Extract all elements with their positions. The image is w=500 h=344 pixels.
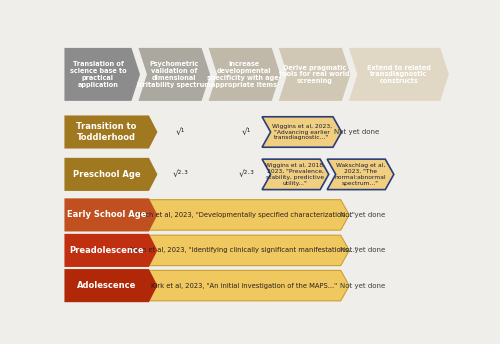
- Text: Translation of
science base to
practical
application: Translation of science base to practical…: [70, 61, 126, 87]
- Text: Not yet done: Not yet done: [340, 247, 386, 254]
- Polygon shape: [138, 270, 349, 301]
- Polygon shape: [138, 235, 349, 266]
- Polygon shape: [262, 117, 342, 147]
- Polygon shape: [138, 200, 349, 230]
- Polygon shape: [64, 198, 158, 232]
- Text: Wakschlag et al,
2023, "The
normal:abnormal
spectrum...": Wakschlag et al, 2023, "The normal:abnor…: [334, 163, 386, 185]
- Text: √²·³: √²·³: [238, 170, 254, 179]
- Polygon shape: [64, 269, 158, 302]
- Text: Not yet done: Not yet done: [340, 212, 386, 218]
- Text: Kirk et al, 2023, "An initial investigation of the MAPS...": Kirk et al, 2023, "An initial investigat…: [150, 283, 336, 289]
- Text: Derive pragmatic
tools for real world
screening: Derive pragmatic tools for real world sc…: [280, 65, 350, 84]
- Text: Not yet done: Not yet done: [334, 129, 380, 135]
- Text: Alam et al, 2023, "Identifying clinically significant manifestations...": Alam et al, 2023, "Identifying clinicall…: [129, 247, 358, 254]
- Polygon shape: [349, 48, 449, 101]
- Polygon shape: [327, 159, 394, 190]
- Polygon shape: [64, 48, 140, 101]
- Polygon shape: [64, 158, 158, 191]
- Text: Preadolescence: Preadolescence: [70, 246, 144, 255]
- Polygon shape: [64, 234, 158, 267]
- Text: Increase
developmental
specificity with age-
appropriate items: Increase developmental specificity with …: [207, 61, 282, 87]
- Text: Psychometric
validation of
dimensional
irritability spectrum: Psychometric validation of dimensional i…: [138, 61, 212, 87]
- Text: Early School Age: Early School Age: [67, 211, 146, 219]
- Text: Transition to
Toddlerhood: Transition to Toddlerhood: [76, 122, 137, 142]
- Text: √¹: √¹: [242, 128, 252, 137]
- Text: Adolescence: Adolescence: [77, 281, 136, 290]
- Polygon shape: [138, 48, 210, 101]
- Text: Wiggins et al, 2018,
2023, "Prevalence,
stability, predictive
utility...": Wiggins et al, 2018, 2023, "Prevalence, …: [266, 163, 326, 185]
- Text: Preschool Age: Preschool Age: [73, 170, 140, 179]
- Polygon shape: [262, 159, 328, 190]
- Text: Hirsch et al, 2023, "Developmentally specified characterization...": Hirsch et al, 2023, "Developmentally spe…: [132, 212, 355, 218]
- Text: Extend to related
transdiagnostic
constructs: Extend to related transdiagnostic constr…: [367, 65, 431, 84]
- Text: Wiggins et al, 2023,
"Advancing earlier
transdiagnostic...": Wiggins et al, 2023, "Advancing earlier …: [272, 124, 332, 140]
- Text: √²·³: √²·³: [173, 170, 188, 179]
- Text: Not yet done: Not yet done: [340, 283, 386, 289]
- Polygon shape: [64, 116, 158, 149]
- Polygon shape: [208, 48, 281, 101]
- Text: √¹: √¹: [176, 128, 186, 137]
- Polygon shape: [278, 48, 350, 101]
